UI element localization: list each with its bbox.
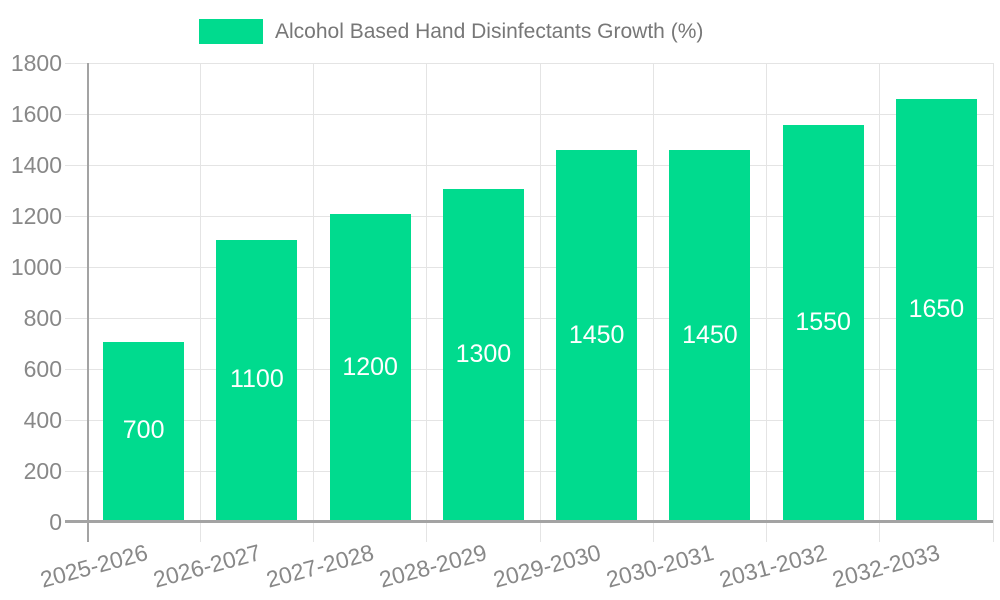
gridline-horizontal — [65, 368, 993, 370]
gridline-vertical — [426, 63, 428, 542]
x-tick-label: 2025-2026 — [37, 539, 151, 593]
bar[interactable]: 1650 — [895, 99, 977, 520]
y-axis-line — [87, 63, 89, 542]
gridline-horizontal — [65, 164, 993, 166]
y-tick-label: 1400 — [10, 152, 62, 178]
y-tick-label: 400 — [23, 407, 62, 433]
legend-swatch — [199, 19, 263, 44]
x-tick-label: 2029-2030 — [490, 539, 604, 593]
y-tick-label: 1800 — [10, 50, 62, 76]
bar-value-label: 1650 — [908, 295, 965, 324]
y-tick-label: 1200 — [10, 203, 62, 229]
bar[interactable]: 1450 — [669, 150, 751, 520]
gridline-vertical — [992, 63, 994, 542]
y-tick-label: 200 — [23, 458, 62, 484]
legend-item[interactable]: Alcohol Based Hand Disinfectants Growth … — [199, 19, 703, 44]
y-tick-label: 800 — [23, 305, 62, 331]
x-tick-label: 2030-2031 — [603, 539, 717, 593]
bar-value-label: 1200 — [342, 352, 398, 381]
bar[interactable]: 700 — [103, 341, 185, 520]
y-tick-label: 1600 — [10, 101, 62, 127]
gridline-horizontal — [65, 62, 993, 64]
gridline-horizontal — [65, 215, 993, 217]
y-tick-label: 0 — [49, 509, 62, 535]
bar-value-label: 700 — [122, 416, 165, 445]
gridline-horizontal — [65, 266, 993, 268]
x-tick-label: 2031-2032 — [716, 539, 830, 593]
gridline-vertical — [652, 63, 654, 542]
bar-value-label: 1550 — [795, 307, 851, 336]
bar[interactable]: 1300 — [442, 188, 524, 520]
bar[interactable]: 1100 — [216, 239, 298, 520]
bar-value-label: 1300 — [455, 339, 512, 368]
gridline-vertical — [766, 63, 767, 542]
bar-value-label: 1100 — [229, 365, 284, 394]
bar[interactable]: 1450 — [556, 150, 638, 520]
x-tick-label: 2026-2027 — [150, 539, 264, 593]
bar-value-label: 1450 — [682, 320, 738, 349]
bar[interactable]: 1550 — [782, 124, 864, 520]
gridline-vertical — [539, 63, 541, 542]
gridline-horizontal — [65, 113, 993, 115]
x-tick-label: 2032-2033 — [829, 539, 943, 593]
bar[interactable]: 1200 — [329, 214, 411, 520]
gridline-horizontal — [65, 419, 993, 421]
plot-area: 0 200 400 600 800 1000 1200 1400 1600 1800 700 2025… — [11, 51, 994, 593]
x-tick-label: 2027-2028 — [263, 539, 377, 593]
gridline-horizontal — [65, 317, 993, 319]
gridline-vertical — [879, 63, 881, 542]
bar-value-label: 1450 — [568, 320, 625, 349]
y-tick-label: 1000 — [10, 254, 62, 280]
gridline-horizontal — [65, 470, 993, 472]
gridline-vertical — [199, 63, 201, 542]
y-tick-label: 600 — [23, 356, 62, 382]
gridline-vertical — [313, 63, 314, 542]
x-tick-label: 2028-2029 — [376, 539, 490, 593]
legend-label: Alcohol Based Hand Disinfectants Growth … — [275, 20, 704, 43]
x-axis-line — [65, 520, 993, 523]
